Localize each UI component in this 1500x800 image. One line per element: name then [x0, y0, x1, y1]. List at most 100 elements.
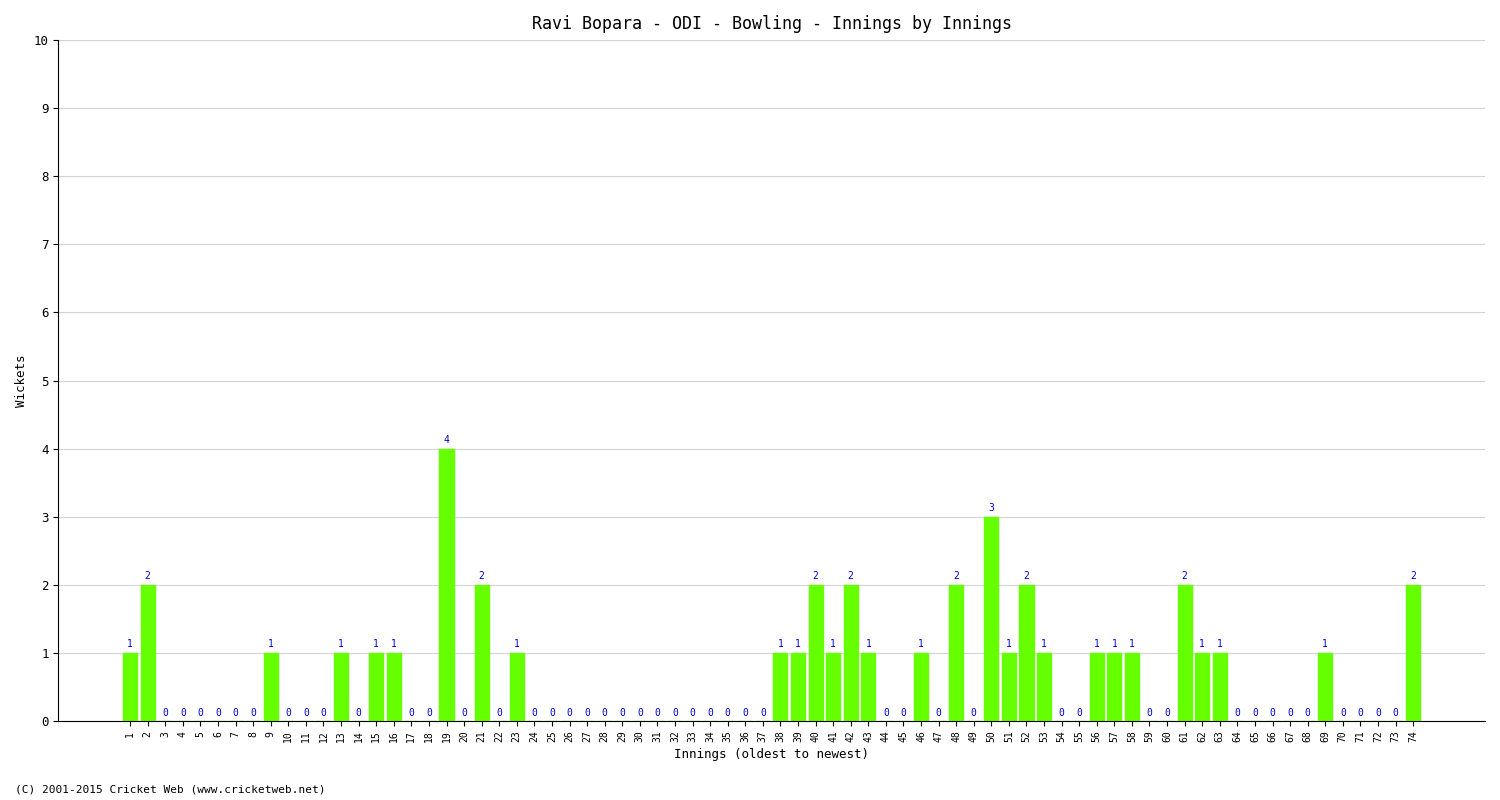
Text: 0: 0 [672, 707, 678, 718]
Text: 1: 1 [128, 639, 134, 650]
Text: 1: 1 [1130, 639, 1136, 650]
Text: 0: 0 [884, 707, 890, 718]
Bar [843, 585, 858, 721]
Text: 1: 1 [1007, 639, 1013, 650]
Text: 0: 0 [285, 707, 291, 718]
Text: 0: 0 [1340, 707, 1346, 718]
Bar [510, 653, 524, 721]
Text: 1: 1 [1200, 639, 1204, 650]
Bar [1178, 585, 1191, 721]
Bar [1406, 585, 1420, 721]
Text: 0: 0 [549, 707, 555, 718]
Text: 0: 0 [1392, 707, 1398, 718]
Text: 1: 1 [795, 639, 801, 650]
Text: 0: 0 [1269, 707, 1275, 718]
Text: 0: 0 [620, 707, 626, 718]
Bar [1196, 653, 1209, 721]
Text: 0: 0 [356, 707, 362, 718]
Text: 1: 1 [865, 639, 871, 650]
Bar [1002, 653, 1016, 721]
X-axis label: Innings (oldest to newest): Innings (oldest to newest) [674, 748, 868, 761]
Text: 2: 2 [952, 571, 958, 582]
Text: 1: 1 [338, 639, 344, 650]
Text: 0: 0 [198, 707, 204, 718]
Text: 0: 0 [742, 707, 748, 718]
Text: 1: 1 [918, 639, 924, 650]
Text: 0: 0 [180, 707, 186, 718]
Text: 0: 0 [1077, 707, 1082, 718]
Bar [141, 585, 154, 721]
Text: 0: 0 [1305, 707, 1311, 718]
Text: 4: 4 [444, 435, 450, 446]
Y-axis label: Wickets: Wickets [15, 354, 28, 406]
Text: 2: 2 [1410, 571, 1416, 582]
Bar [334, 653, 348, 721]
Text: 1: 1 [1216, 639, 1222, 650]
Text: 0: 0 [1164, 707, 1170, 718]
Bar [123, 653, 136, 721]
Text: 1: 1 [830, 639, 836, 650]
Bar [1318, 653, 1332, 721]
Text: 0: 0 [1059, 707, 1065, 718]
Bar [774, 653, 788, 721]
Text: 2: 2 [1023, 571, 1029, 582]
Text: 0: 0 [567, 707, 573, 718]
Bar [827, 653, 840, 721]
Text: 1: 1 [374, 639, 380, 650]
Text: 1: 1 [1112, 639, 1118, 650]
Text: 2: 2 [813, 571, 819, 582]
Text: 0: 0 [638, 707, 644, 718]
Bar [264, 653, 278, 721]
Text: 0: 0 [251, 707, 257, 718]
Text: 0: 0 [321, 707, 327, 718]
Text: 0: 0 [426, 707, 432, 718]
Bar [474, 585, 489, 721]
Text: 0: 0 [1146, 707, 1152, 718]
Bar [440, 449, 453, 721]
Text: 2: 2 [146, 571, 150, 582]
Text: 0: 0 [1234, 707, 1240, 718]
Text: 0: 0 [970, 707, 976, 718]
Text: 0: 0 [602, 707, 608, 718]
Bar [861, 653, 876, 721]
Text: 0: 0 [1358, 707, 1364, 718]
Text: 1: 1 [1094, 639, 1100, 650]
Text: 0: 0 [690, 707, 696, 718]
Text: 0: 0 [214, 707, 220, 718]
Text: (C) 2001-2015 Cricket Web (www.cricketweb.net): (C) 2001-2015 Cricket Web (www.cricketwe… [15, 784, 326, 794]
Bar [984, 517, 999, 721]
Text: 0: 0 [706, 707, 712, 718]
Text: 0: 0 [496, 707, 502, 718]
Bar [1214, 653, 1227, 721]
Text: 0: 0 [936, 707, 942, 718]
Text: 0: 0 [584, 707, 590, 718]
Text: 0: 0 [1376, 707, 1382, 718]
Bar [914, 653, 928, 721]
Text: 1: 1 [268, 639, 273, 650]
Bar [1125, 653, 1138, 721]
Bar [808, 585, 822, 721]
Text: 0: 0 [1252, 707, 1258, 718]
Text: 0: 0 [303, 707, 309, 718]
Text: 0: 0 [232, 707, 238, 718]
Text: 2: 2 [478, 571, 484, 582]
Text: 0: 0 [1287, 707, 1293, 718]
Bar [1107, 653, 1122, 721]
Text: 2: 2 [847, 571, 853, 582]
Text: 1: 1 [1323, 639, 1328, 650]
Text: 1: 1 [1041, 639, 1047, 650]
Text: 0: 0 [408, 707, 414, 718]
Bar [1036, 653, 1052, 721]
Text: 3: 3 [988, 503, 994, 514]
Text: 0: 0 [531, 707, 537, 718]
Text: 0: 0 [724, 707, 730, 718]
Bar [790, 653, 806, 721]
Bar [1089, 653, 1104, 721]
Text: 1: 1 [514, 639, 519, 650]
Text: 0: 0 [654, 707, 660, 718]
Text: 1: 1 [777, 639, 783, 650]
Bar [950, 585, 963, 721]
Title: Ravi Bopara - ODI - Bowling - Innings by Innings: Ravi Bopara - ODI - Bowling - Innings by… [531, 15, 1011, 33]
Text: 0: 0 [760, 707, 766, 718]
Text: 1: 1 [392, 639, 396, 650]
